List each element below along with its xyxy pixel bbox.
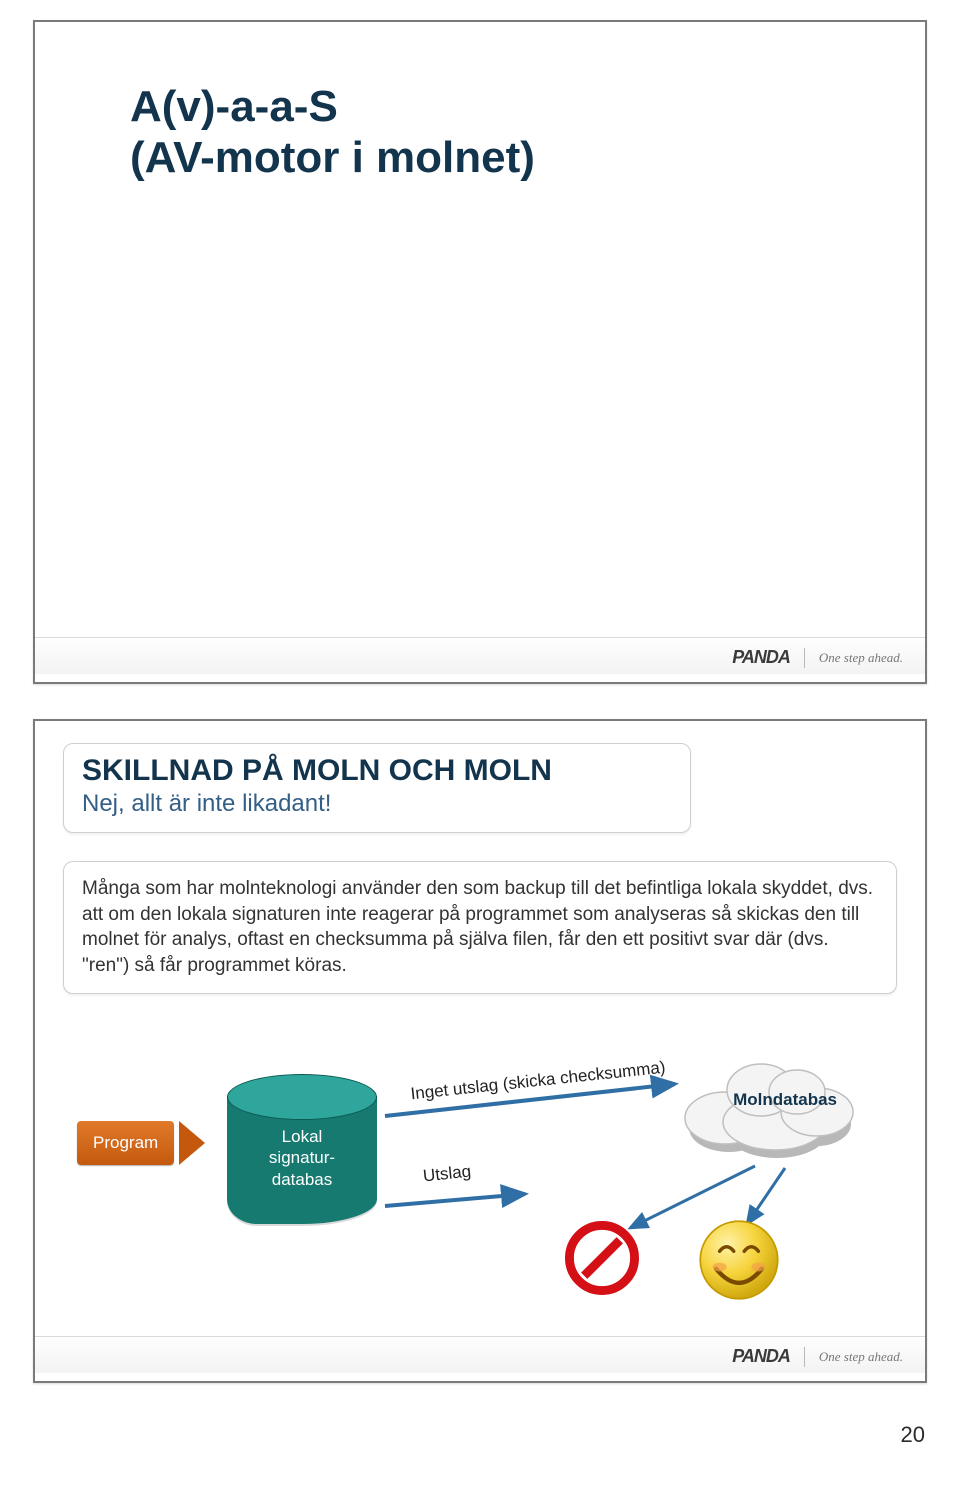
body-text: Många som har molnteknologi använder den…	[63, 861, 897, 994]
brand-tagline: One step ahead.	[819, 650, 903, 666]
brand-separator	[804, 1347, 805, 1367]
cloud-icon	[667, 1050, 867, 1170]
headline-line1: SKILLNAD PÅ MOLN OCH MOLN	[82, 754, 672, 788]
slide-footer: PANDA One step ahead.	[35, 637, 925, 674]
slide1-title-line2: (AV-motor i molnet)	[130, 133, 535, 184]
slide-2: SKILLNAD PÅ MOLN OCH MOLN Nej, allt är i…	[33, 719, 927, 1383]
slide1-title: A(v)-a-a-S (AV-motor i molnet)	[130, 82, 535, 183]
page-number: 20	[35, 1418, 925, 1448]
brand-tagline: One step ahead.	[819, 1349, 903, 1365]
footer-brand: PANDA One step ahead.	[732, 647, 903, 668]
smiley-icon	[695, 1216, 783, 1304]
brand-logo: PANDA	[732, 647, 790, 668]
footer-brand: PANDA One step ahead.	[732, 1346, 903, 1367]
stop-sign-icon	[565, 1221, 639, 1295]
brand-logo: PANDA	[732, 1346, 790, 1367]
slide-footer: PANDA One step ahead.	[35, 1336, 925, 1373]
headline-box: SKILLNAD PÅ MOLN OCH MOLN Nej, allt är i…	[63, 743, 691, 833]
headline-line2: Nej, allt är inte likadant!	[82, 790, 672, 818]
cloud-label: Molndatabas	[733, 1090, 837, 1110]
slide-1: A(v)-a-a-S (AV-motor i molnet) PANDA One…	[33, 20, 927, 684]
brand-separator	[804, 648, 805, 668]
flow-diagram: Program Lokal signatur- databas Inget ut…	[35, 1056, 925, 1316]
slide1-title-line1: A(v)-a-a-S	[130, 82, 535, 133]
